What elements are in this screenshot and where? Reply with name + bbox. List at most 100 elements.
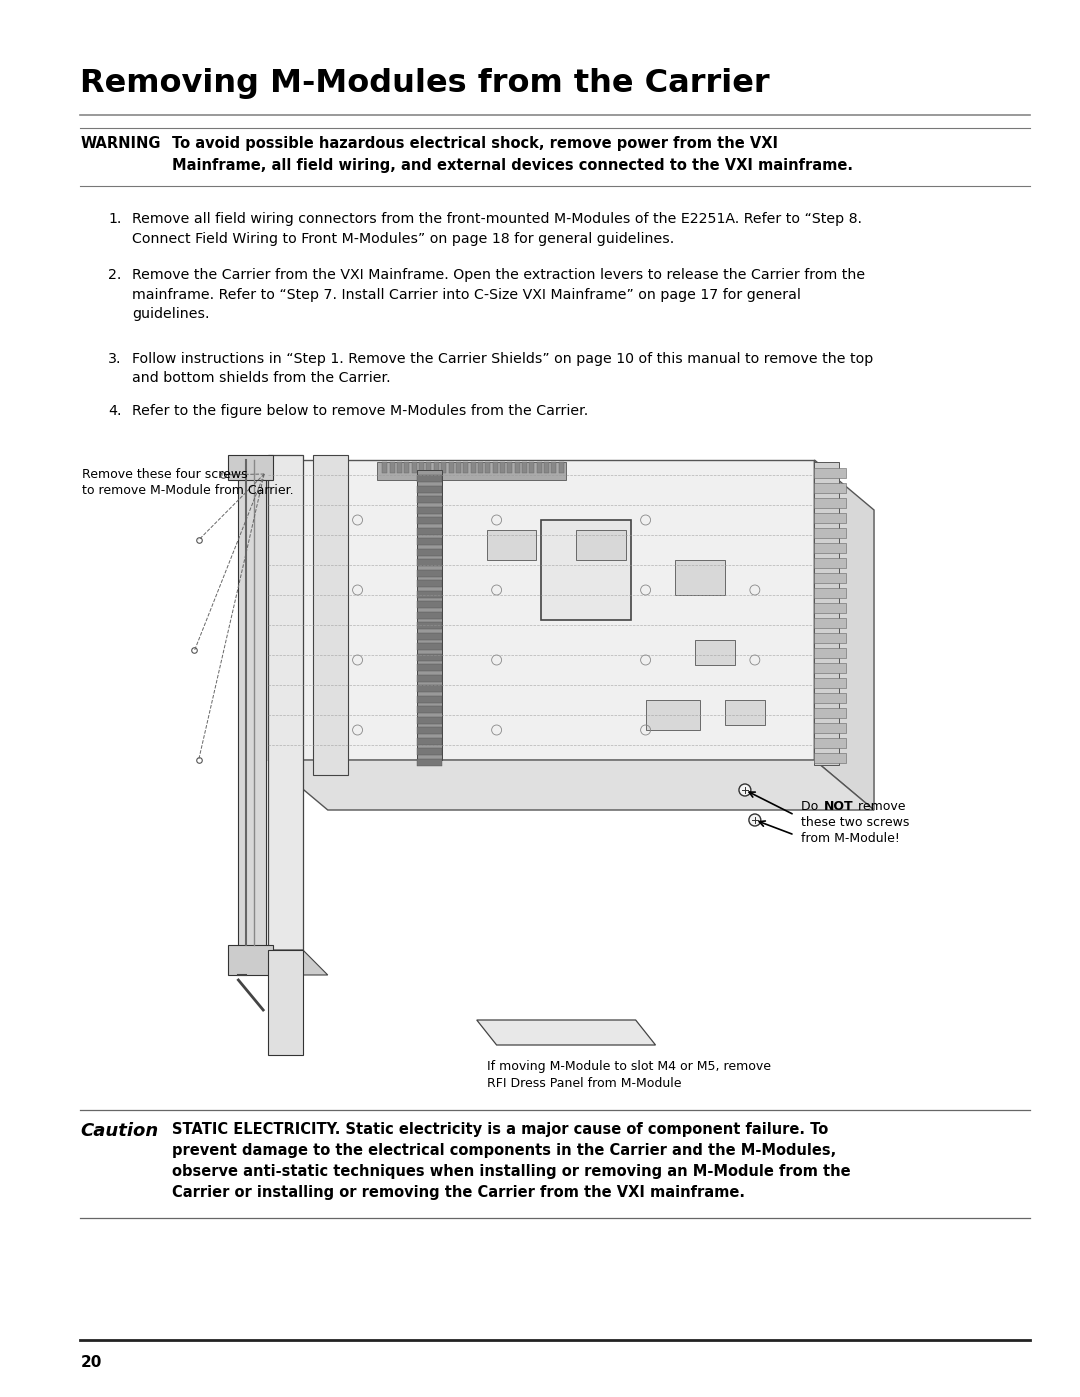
Polygon shape	[417, 633, 442, 640]
Polygon shape	[417, 528, 442, 535]
Polygon shape	[411, 462, 417, 474]
Circle shape	[739, 784, 751, 796]
Polygon shape	[471, 462, 475, 474]
Polygon shape	[552, 462, 556, 474]
Polygon shape	[239, 460, 266, 970]
Polygon shape	[417, 559, 442, 566]
Text: To avoid possible hazardous electrical shock, remove power from the VXI: To avoid possible hazardous electrical s…	[172, 136, 778, 151]
Text: Remove the Carrier from the VXI Mainframe. Open the extraction levers to release: Remove the Carrier from the VXI Mainfram…	[132, 268, 865, 321]
Polygon shape	[492, 462, 498, 474]
Polygon shape	[417, 507, 442, 514]
Polygon shape	[417, 705, 442, 712]
Polygon shape	[814, 617, 847, 629]
Polygon shape	[814, 753, 847, 763]
Polygon shape	[442, 462, 446, 474]
Bar	[576, 529, 625, 560]
Bar	[487, 529, 537, 560]
Text: to remove M-Module from Carrier.: to remove M-Module from Carrier.	[82, 483, 294, 497]
Polygon shape	[814, 604, 847, 613]
Text: 3.: 3.	[108, 352, 122, 366]
Circle shape	[748, 814, 760, 826]
Text: 20: 20	[80, 1355, 102, 1370]
Polygon shape	[558, 462, 564, 474]
Polygon shape	[456, 462, 461, 474]
Text: RFI Dress Panel from M-Module: RFI Dress Panel from M-Module	[487, 1077, 681, 1090]
Polygon shape	[485, 462, 490, 474]
Polygon shape	[417, 675, 442, 682]
Polygon shape	[814, 678, 847, 687]
Bar	[725, 700, 765, 725]
Text: Mainframe, all field wiring, and external devices connected to the VXI mainframe: Mainframe, all field wiring, and externa…	[172, 158, 853, 173]
Polygon shape	[417, 664, 442, 671]
Text: these two screws: these two screws	[800, 816, 909, 828]
Polygon shape	[268, 950, 302, 1055]
Text: Remove these four screws: Remove these four screws	[82, 468, 248, 481]
Polygon shape	[476, 1020, 656, 1045]
Polygon shape	[814, 573, 847, 583]
Polygon shape	[814, 633, 847, 643]
Polygon shape	[417, 517, 442, 524]
Polygon shape	[268, 455, 302, 950]
Polygon shape	[814, 664, 847, 673]
Text: 4.: 4.	[108, 404, 122, 418]
Polygon shape	[508, 462, 512, 474]
Polygon shape	[434, 462, 438, 474]
Polygon shape	[417, 549, 442, 556]
Text: Refer to the figure below to remove M-Modules from the Carrier.: Refer to the figure below to remove M-Mo…	[132, 404, 589, 418]
Text: Remove all field wiring connectors from the front-mounted M-Modules of the E2251: Remove all field wiring connectors from …	[132, 212, 862, 246]
Polygon shape	[417, 580, 442, 587]
Polygon shape	[814, 708, 847, 718]
Polygon shape	[814, 528, 847, 538]
Polygon shape	[814, 588, 847, 598]
Polygon shape	[463, 462, 469, 474]
Text: If moving M-Module to slot M4 or M5, remove: If moving M-Module to slot M4 or M5, rem…	[487, 1060, 771, 1073]
Polygon shape	[427, 462, 431, 474]
Polygon shape	[814, 724, 847, 733]
Bar	[646, 700, 700, 731]
Polygon shape	[404, 462, 409, 474]
Polygon shape	[229, 455, 273, 481]
Text: STATIC ELECTRICITY. Static electricity is a major cause of component failure. To: STATIC ELECTRICITY. Static electricity i…	[172, 1122, 850, 1200]
Polygon shape	[417, 469, 442, 760]
Text: Do: Do	[800, 800, 822, 813]
Polygon shape	[417, 591, 442, 598]
Polygon shape	[814, 738, 847, 747]
Text: 1.: 1.	[108, 212, 122, 226]
Polygon shape	[417, 496, 442, 503]
Polygon shape	[544, 462, 549, 474]
Polygon shape	[814, 693, 847, 703]
Polygon shape	[448, 462, 454, 474]
Polygon shape	[268, 760, 874, 810]
Polygon shape	[814, 543, 847, 553]
Polygon shape	[419, 462, 424, 474]
Polygon shape	[397, 462, 402, 474]
Polygon shape	[417, 759, 442, 766]
Bar	[696, 640, 735, 665]
Text: WARNING: WARNING	[80, 136, 161, 151]
Polygon shape	[268, 950, 327, 975]
Polygon shape	[417, 726, 442, 733]
Polygon shape	[529, 462, 535, 474]
Bar	[541, 520, 631, 620]
Text: from M-Module!: from M-Module!	[800, 833, 900, 845]
Text: 2.: 2.	[108, 268, 122, 282]
Text: Follow instructions in “Step 1. Remove the Carrier Shields” on page 10 of this m: Follow instructions in “Step 1. Remove t…	[132, 352, 874, 386]
Polygon shape	[417, 475, 442, 482]
Text: Removing M-Modules from the Carrier: Removing M-Modules from the Carrier	[80, 68, 770, 99]
Polygon shape	[417, 601, 442, 608]
Polygon shape	[814, 497, 847, 509]
Polygon shape	[417, 622, 442, 629]
Polygon shape	[417, 643, 442, 650]
Polygon shape	[478, 462, 483, 474]
Polygon shape	[814, 462, 839, 766]
Polygon shape	[522, 462, 527, 474]
Polygon shape	[814, 648, 847, 658]
Polygon shape	[417, 685, 442, 692]
Polygon shape	[377, 462, 566, 481]
Polygon shape	[268, 460, 814, 760]
Polygon shape	[390, 462, 394, 474]
Polygon shape	[500, 462, 505, 474]
Polygon shape	[417, 747, 442, 754]
Bar	[675, 560, 725, 595]
Polygon shape	[382, 462, 388, 474]
